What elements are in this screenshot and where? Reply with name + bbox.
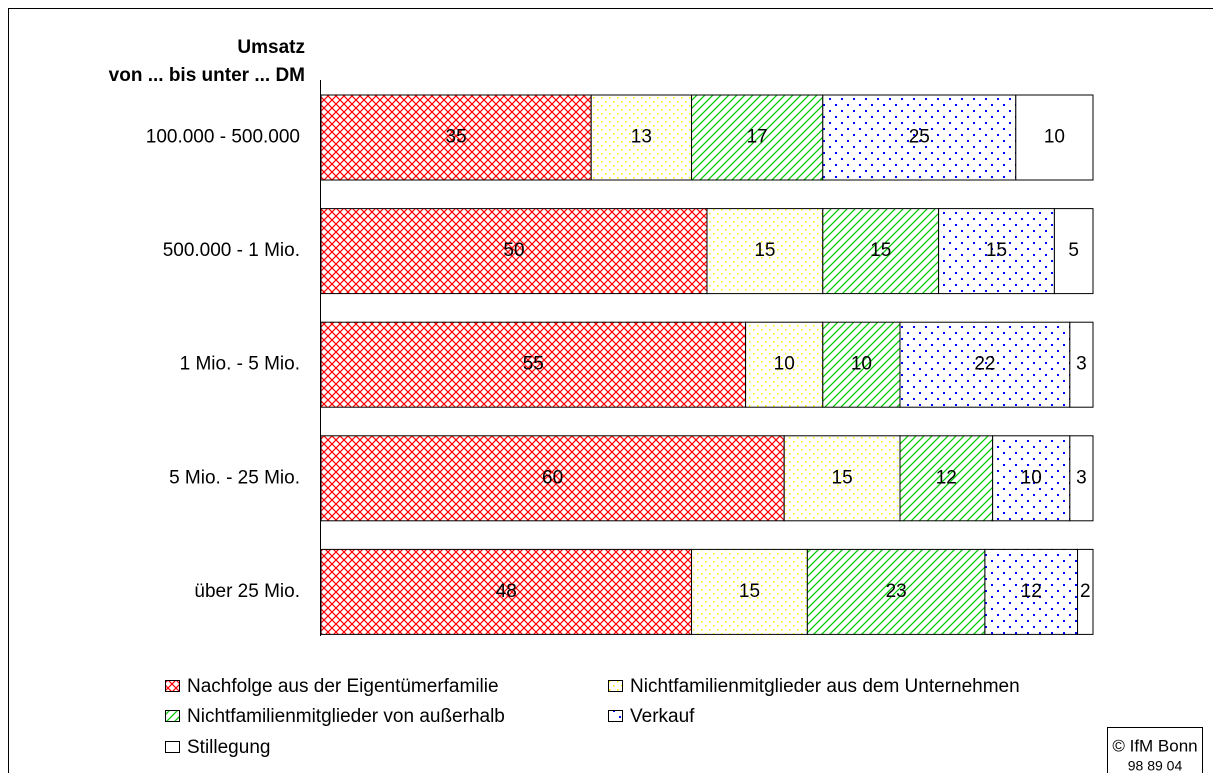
bar-segment [1015, 94, 1094, 181]
bar-segment [822, 208, 940, 295]
data-label: 15 [986, 240, 1007, 261]
data-label: 15 [739, 581, 760, 602]
y-tick-label: über 25 Mio. [194, 581, 300, 602]
bar-segment [938, 208, 1055, 295]
data-label: 15 [870, 240, 891, 261]
data-label: 12 [1021, 581, 1042, 602]
data-label: 10 [1021, 467, 1042, 488]
bar-segment [899, 321, 1071, 408]
y-tick-label: 500.000 - 1 Mio. [163, 240, 300, 261]
bar-segment [706, 208, 824, 295]
bar-segment [1077, 548, 1094, 635]
legend-swatch [165, 710, 180, 722]
data-label: 60 [542, 467, 563, 488]
data-label: 15 [754, 240, 775, 261]
legend-label: Nichtfamilienmitglieder aus dem Unterneh… [630, 676, 1020, 697]
axis-label: Umsatz [237, 37, 305, 58]
legend-swatch [608, 680, 623, 692]
bar-segment [1069, 435, 1094, 522]
copyright-box [1107, 727, 1203, 773]
legend-swatch [165, 741, 180, 753]
data-label: 3 [1076, 467, 1087, 488]
legend-label: Nachfolge aus der Eigentümerfamilie [187, 676, 499, 697]
bar-segment [691, 94, 824, 181]
data-label: 5 [1068, 240, 1079, 261]
legend-swatch [608, 710, 623, 722]
bar-segment [783, 435, 901, 522]
legend-swatch [165, 680, 180, 692]
bar-segment [691, 548, 808, 635]
bar-segment [992, 435, 1071, 522]
data-label: 50 [503, 240, 524, 261]
legend-label: Nichtfamilienmitglieder von außerhalb [187, 706, 505, 727]
bar-segment [320, 94, 592, 181]
bar-segment [320, 435, 785, 522]
bar-segment [320, 548, 693, 635]
bar-segment [899, 435, 994, 522]
data-label: 10 [1044, 127, 1065, 148]
data-label: 2 [1080, 581, 1091, 602]
data-label: 23 [886, 581, 907, 602]
y-tick-label: 5 Mio. - 25 Mio. [169, 467, 300, 488]
legend-label: Stillegung [187, 737, 270, 758]
data-label: 13 [631, 127, 652, 148]
y-tick-label: 100.000 - 500.000 [146, 127, 300, 148]
bar-segment [320, 208, 708, 295]
chart-frame [8, 8, 1213, 773]
bar-segment [320, 321, 747, 408]
bar-segment [822, 321, 901, 408]
data-label: 35 [446, 127, 467, 148]
bar-segment [822, 94, 1017, 181]
bar-segment [806, 548, 986, 635]
data-label: 3 [1076, 354, 1087, 375]
data-label: 55 [523, 354, 544, 375]
data-label: 10 [851, 354, 872, 375]
y-tick-label: 1 Mio. - 5 Mio. [180, 354, 300, 375]
data-label: 12 [936, 467, 957, 488]
data-label: 25 [909, 127, 930, 148]
copyright: © IfM Bonn [1112, 736, 1197, 755]
axis-label: von ... bis unter ... DM [109, 65, 305, 86]
data-label: 15 [832, 467, 853, 488]
data-label: 10 [774, 354, 795, 375]
data-label: 48 [496, 581, 517, 602]
data-label: 17 [747, 127, 768, 148]
data-label: 22 [974, 354, 995, 375]
bar-segment [1069, 321, 1094, 408]
bar-segment [984, 548, 1079, 635]
legend-label: Verkauf [630, 706, 695, 727]
bar-segment [1053, 208, 1094, 295]
copyright-date: 98 89 04 [1128, 758, 1183, 773]
bar-segment [745, 321, 824, 408]
